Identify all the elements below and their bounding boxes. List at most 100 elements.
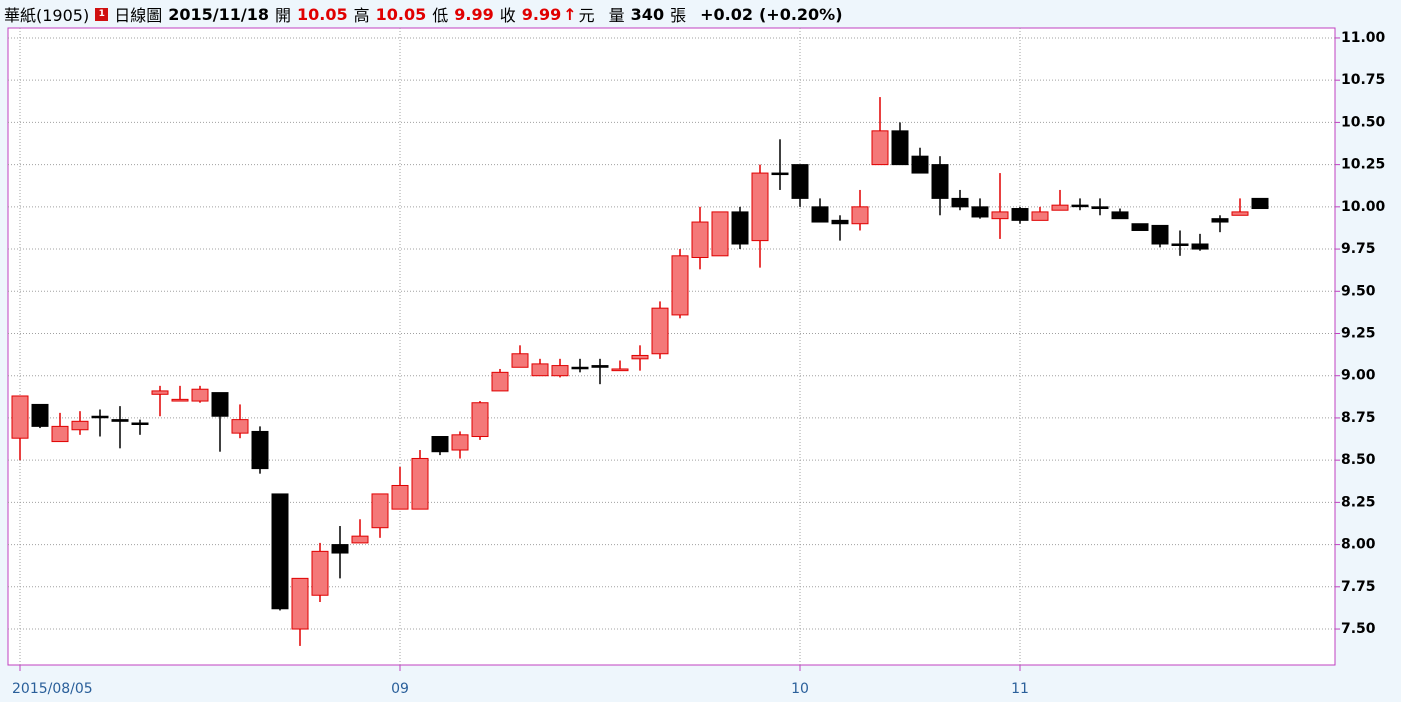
candle-body [31, 403, 49, 427]
candle-body [871, 130, 889, 166]
candle-body [711, 211, 729, 257]
candle-body [491, 371, 509, 392]
candle-body [191, 388, 209, 402]
candle-body [91, 415, 109, 419]
date: 2015/11/18 [168, 4, 269, 24]
y-tick-label: 8.50 [1341, 452, 1376, 468]
candle-body [531, 363, 549, 377]
candle-body [971, 206, 989, 218]
candle-body [691, 221, 709, 259]
candle-body [911, 155, 929, 174]
candle-body [611, 368, 629, 372]
y-tick-label: 7.50 [1341, 621, 1376, 637]
candle-body [591, 365, 609, 368]
arrow: ↑ [563, 4, 577, 24]
y-tick-label: 9.50 [1341, 283, 1376, 299]
candle-body [111, 419, 129, 422]
candle-body [291, 577, 309, 630]
plot-area [7, 27, 1336, 666]
candle-body [471, 402, 489, 438]
candle-body [751, 172, 769, 242]
candle-body [451, 434, 469, 451]
candle-body [731, 211, 749, 245]
high-value: 10.05 [375, 4, 427, 24]
candle-body [551, 365, 569, 377]
candle-body [351, 535, 369, 544]
stock-icon[interactable]: 1 [95, 7, 109, 21]
y-tick-label: 9.75 [1341, 241, 1376, 257]
change-pct: (+0.20%) [758, 4, 843, 24]
candle-body [851, 206, 869, 225]
volume-unit: 張 [670, 6, 687, 25]
candle-body [391, 484, 409, 510]
candle-body [571, 366, 589, 370]
close-label: 收 [499, 6, 516, 25]
candle-body [791, 164, 809, 199]
y-tick-label: 10.75 [1341, 72, 1385, 88]
close-value: 9.99 [521, 4, 562, 24]
candle-body [511, 353, 529, 368]
candle-body [1231, 211, 1249, 216]
candle-body [1071, 204, 1089, 208]
candle-body [311, 550, 329, 596]
y-tick-label: 8.75 [1341, 410, 1376, 426]
x-tick-label: 10 [791, 681, 809, 697]
candle-body [1051, 204, 1069, 211]
y-tick-label: 10.25 [1341, 157, 1385, 173]
candle-body [931, 164, 949, 199]
candle-body [1251, 197, 1269, 210]
candle-body [211, 392, 229, 417]
y-tick-label: 7.75 [1341, 579, 1376, 595]
candle-body [1191, 243, 1209, 250]
candle-body [1031, 211, 1049, 221]
candle-body [1171, 243, 1189, 246]
candle-body [331, 544, 349, 554]
candle-body [631, 354, 649, 360]
candle-body [1131, 223, 1149, 231]
candle-body [431, 436, 449, 453]
change: +0.02 [700, 4, 753, 24]
volume-label: 量 [608, 6, 625, 25]
candle-body [131, 422, 149, 426]
candle-body [251, 430, 269, 470]
candle-body [11, 395, 29, 439]
period: 日線圖 [114, 6, 163, 25]
candle-body [1091, 206, 1109, 210]
x-tick-label: 11 [1011, 681, 1029, 697]
candle-body [51, 425, 69, 443]
candle-body [831, 219, 849, 225]
candle-body [371, 493, 389, 529]
candle-body [231, 419, 249, 434]
candle-body [411, 457, 429, 510]
candle-body [1011, 208, 1029, 221]
stock-name: 華紙(1905) [4, 6, 90, 25]
open-value: 10.05 [297, 4, 348, 24]
low-label: 低 [432, 6, 449, 25]
candle-body [1151, 224, 1169, 245]
volume-value: 340 [630, 4, 665, 24]
low-value: 9.99 [454, 4, 494, 24]
candle-body [991, 211, 1009, 220]
y-tick-label: 9.00 [1341, 368, 1376, 384]
candle-body [671, 255, 689, 316]
candle-body [71, 420, 89, 431]
candle-body [891, 130, 909, 166]
open-label: 開 [274, 6, 291, 25]
candle-body [811, 206, 829, 223]
y-tick-label: 8.25 [1341, 494, 1376, 510]
y-tick-label: 9.25 [1341, 325, 1376, 341]
y-tick-label: 8.00 [1341, 537, 1376, 553]
candle-body [271, 493, 289, 610]
x-tick-label: 2015/08/05 [12, 681, 93, 697]
y-tick-label: 10.00 [1341, 199, 1386, 215]
candle-body [771, 172, 789, 176]
candle-body [951, 197, 969, 208]
candle-body [171, 398, 189, 402]
candle-body [1211, 218, 1229, 223]
candle-body [1111, 211, 1129, 220]
high-label: 高 [353, 6, 370, 25]
candle-body [151, 390, 169, 395]
y-tick-label: 10.50 [1341, 114, 1386, 130]
